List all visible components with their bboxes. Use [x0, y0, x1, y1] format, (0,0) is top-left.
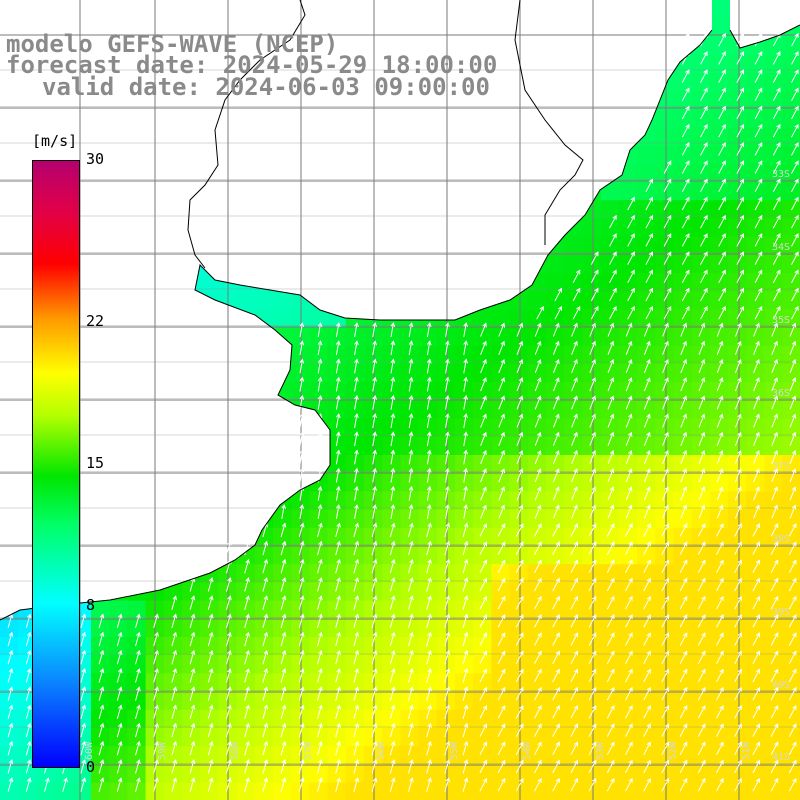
latitude-label: 38S — [772, 534, 790, 545]
latitude-label: 41S — [772, 752, 790, 763]
colorbar — [32, 160, 80, 768]
colorbar-units: [m/s] — [32, 132, 78, 150]
colorbar-tick-label: 8 — [86, 595, 96, 614]
longitude-label: 60W — [84, 741, 95, 760]
colorbar-tick-label: 0 — [86, 758, 96, 776]
coastline — [0, 0, 800, 621]
model-title: modelo GEFS-WAVE (NCEP) — [6, 30, 339, 58]
latitude-label: 37S — [772, 461, 790, 472]
longitude-label: 57W — [303, 741, 314, 760]
latitude-label: 40S — [772, 680, 790, 691]
forecast-date: forecast date: 2024-05-29 18:00:00 — [6, 51, 498, 79]
latitude-label: 36S — [772, 388, 790, 399]
latitude-labels: 33S 34S 35S 36S 37S 38S 39S 40S 41S — [772, 169, 790, 763]
land-mask — [0, 0, 800, 620]
valid-date: valid date: 2024-06-03 09:00:00 — [42, 73, 490, 101]
longitude-label: 58W — [230, 741, 241, 760]
latitude-label: 34S — [772, 242, 790, 253]
longitude-label: 52W — [668, 741, 679, 760]
longitude-labels: 60W 59W 58W 57W 56W 55W 54W 53W 52W 51W — [84, 741, 752, 760]
colorbar-tick-label: 30 — [86, 150, 105, 168]
latitude-label: 33S — [772, 169, 790, 180]
colorbar-tick-label: 15 — [86, 454, 105, 472]
longitude-label: 51W — [741, 741, 752, 760]
longitude-label: 55W — [449, 741, 460, 760]
longitude-label: 53W — [595, 741, 606, 760]
latitude-label: 35S — [772, 315, 790, 326]
longitude-label: 59W — [157, 741, 168, 760]
wind-arrows — [7, 32, 799, 792]
latitude-label: 39S — [772, 607, 790, 618]
longitude-label: 54W — [522, 741, 533, 760]
longitude-label: 56W — [376, 741, 387, 760]
colorbar-tick-label: 22 — [86, 312, 105, 331]
